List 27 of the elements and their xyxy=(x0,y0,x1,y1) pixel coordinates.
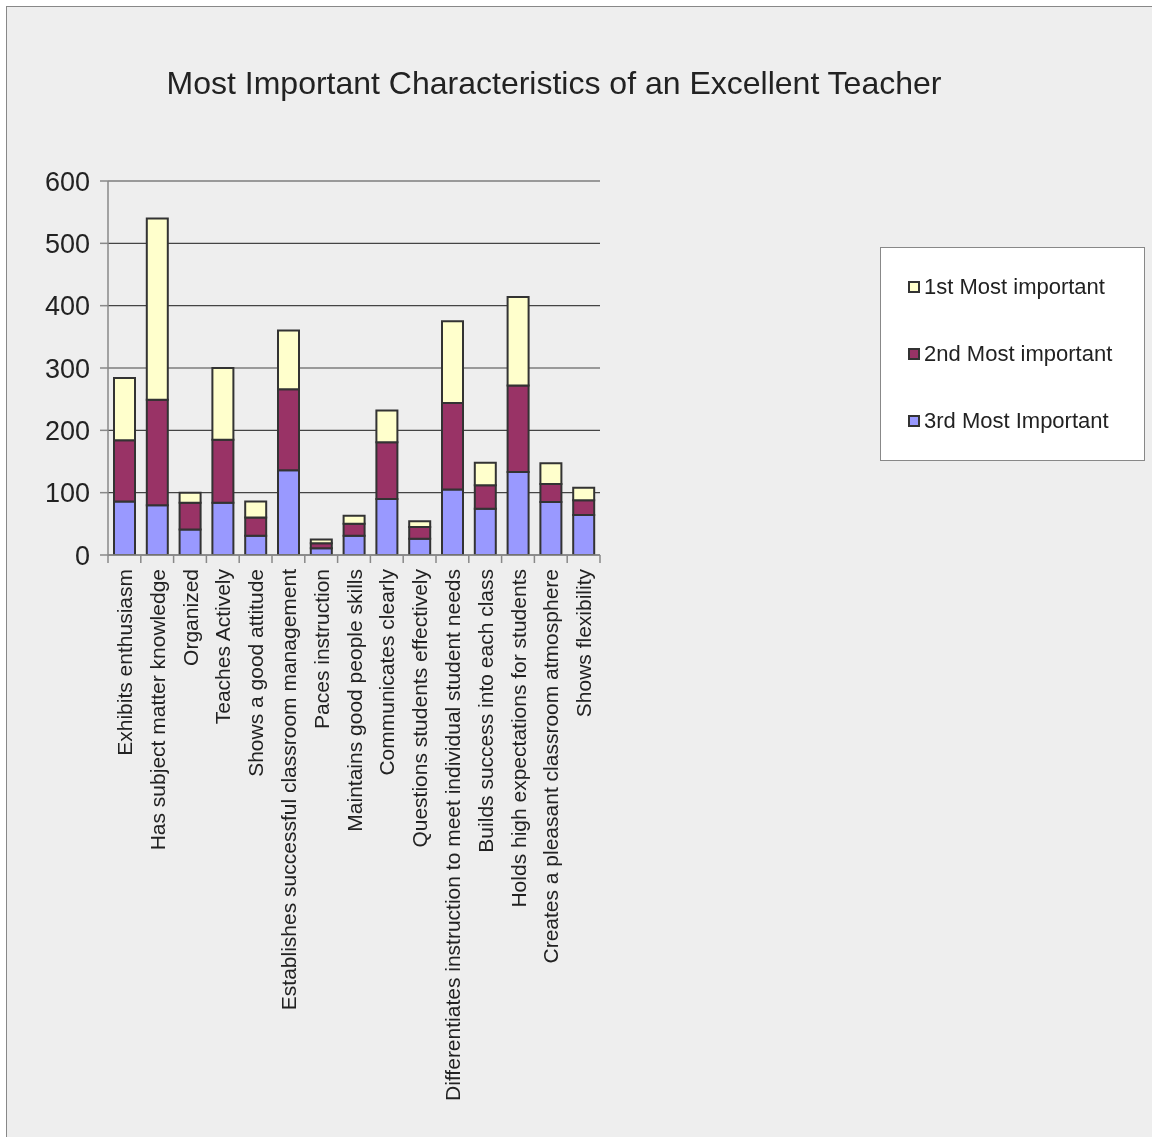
x-tick-label: Teaches Actively xyxy=(211,568,235,725)
x-tick-label: Organized xyxy=(178,569,202,666)
legend-label: 1st Most important xyxy=(924,274,1105,301)
y-tick-label: 100 xyxy=(44,478,90,509)
y-tick-label: 300 xyxy=(44,353,90,384)
x-tick-label: Differentiates instruction to meet individual student needs xyxy=(440,569,464,1101)
bar xyxy=(309,538,333,545)
y-tick-label: 200 xyxy=(44,415,90,446)
x-tick-label: Shows flexibility xyxy=(572,568,596,718)
y-tick-label: 600 xyxy=(44,166,90,197)
x-tick-label: Builds success into each class xyxy=(473,569,497,853)
x-tick-label: Paces instruction xyxy=(309,569,333,729)
x-tick-label: Holds high expectations for students xyxy=(506,569,530,908)
y-tick-label: 0 xyxy=(74,540,90,571)
x-tick-label: Has subject matter knowledge xyxy=(145,569,169,851)
chart-title: Most Important Characteristics of an Excellent Teacher xyxy=(165,65,943,102)
x-tick-label: Communicates clearly xyxy=(375,568,399,776)
x-tick-label: Shows a good attitude xyxy=(244,569,268,777)
y-tick-label: 500 xyxy=(44,228,90,259)
legend-label: 3rd Most Important xyxy=(924,407,1109,434)
x-tick-label: Questions students effectively xyxy=(408,568,432,848)
x-tick-label: Establishes successful classroom management xyxy=(276,568,300,1011)
legend-label: 2nd Most important xyxy=(924,340,1113,367)
x-tick-label: Maintains good people skills xyxy=(342,569,366,832)
x-tick-label: Creates a pleasant classroom atmosphere xyxy=(539,569,563,964)
x-tick-label: Exhibits enthusiasm xyxy=(112,569,136,756)
y-tick-label: 400 xyxy=(44,291,90,322)
